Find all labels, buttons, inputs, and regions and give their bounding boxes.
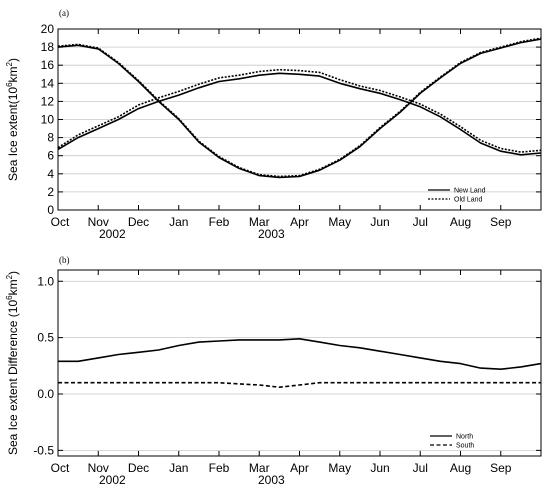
x-tick-label: Nov: [88, 461, 109, 475]
y-tick-label: -0.5: [33, 443, 54, 457]
legend-label: Old Land: [454, 197, 483, 204]
x-tick-label: Sep: [490, 461, 512, 475]
legend: North South: [430, 434, 474, 450]
x-tick-label: Sep: [490, 215, 512, 229]
year-label: 2002: [99, 227, 126, 241]
legend-label: North: [456, 434, 473, 441]
x-tick-label: Nov: [88, 215, 109, 229]
x-tick-label: May: [328, 461, 351, 475]
y-tick-label: 6: [47, 149, 54, 163]
y-tick-label: 18: [41, 40, 55, 54]
panel-label: (b): [59, 255, 70, 265]
series-line-new-land-solid: [58, 72, 541, 156]
series-line-old-land-dotted: [58, 68, 541, 153]
legend-label: New Land: [454, 188, 486, 195]
series-line-new-land-solid: [58, 38, 541, 179]
x-tick-label: Mar: [249, 461, 270, 475]
x-tick-label: Aug: [450, 215, 471, 229]
legend-label: South: [456, 443, 474, 450]
y-tick-label: 1.0: [37, 274, 54, 288]
year-label: 2002: [99, 473, 126, 487]
series-line-north-solid: [58, 337, 541, 371]
x-tick-label: Feb: [209, 215, 230, 229]
y-tick-label: 2: [47, 185, 54, 199]
y-tick-label: 20: [41, 22, 55, 36]
x-tick-label: May: [328, 215, 351, 229]
x-tick-label: Oct: [51, 215, 70, 229]
plot-frame: [57, 269, 542, 457]
y-tick-label: 0.0: [37, 387, 54, 401]
x-tick-label: Feb: [209, 461, 230, 475]
y-tick-label: 4: [47, 167, 54, 181]
x-tick-label: Dec: [128, 215, 149, 229]
y-tick-label: 14: [41, 76, 55, 90]
y-tick-label: 8: [47, 131, 54, 145]
y-tick-label: 12: [41, 94, 55, 108]
x-tick-label: Apr: [290, 215, 309, 229]
year-label: 2003: [258, 473, 285, 487]
x-tick-label: Jan: [169, 461, 188, 475]
y-axis-label: Sea Ice extent Difference (106km2): [5, 271, 20, 455]
x-tick-label: Dec: [128, 461, 149, 475]
y-tick-label: 0: [47, 203, 54, 217]
series-line-south-dashed: [58, 381, 541, 389]
series-line-old-land-dotted: [58, 37, 541, 178]
chart-panel-a: (a) 0 2 4 6 8 10 12 14 16 18 20 Oct Nov Dec Jan Feb Mar Ap…: [5, 8, 542, 241]
x-tick-label: Mar: [249, 215, 270, 229]
y-axis-label: Sea Ice extent(106km2): [5, 58, 20, 181]
panel-label: (a): [59, 8, 69, 18]
x-tick-label: Oct: [51, 461, 70, 475]
y-tick-label: 0.5: [37, 331, 54, 345]
x-tick-label: Jun: [370, 215, 389, 229]
x-tick-label: Aug: [450, 461, 471, 475]
legend: New Land Old Land: [428, 188, 486, 204]
x-tick-label: Jul: [413, 461, 428, 475]
x-tick-label: Jan: [169, 215, 188, 229]
x-tick-label: Jul: [413, 215, 428, 229]
y-tick-label: 16: [41, 58, 55, 72]
x-tick-label: Jun: [370, 461, 389, 475]
x-tick-label: Apr: [290, 461, 309, 475]
year-label: 2003: [258, 227, 285, 241]
chart-panel-b: (b) -0.5 0.0 0.5 1.0 Oct Nov Dec Jan Feb Mar Apr May…: [5, 255, 542, 487]
y-tick-label: 10: [41, 113, 55, 127]
